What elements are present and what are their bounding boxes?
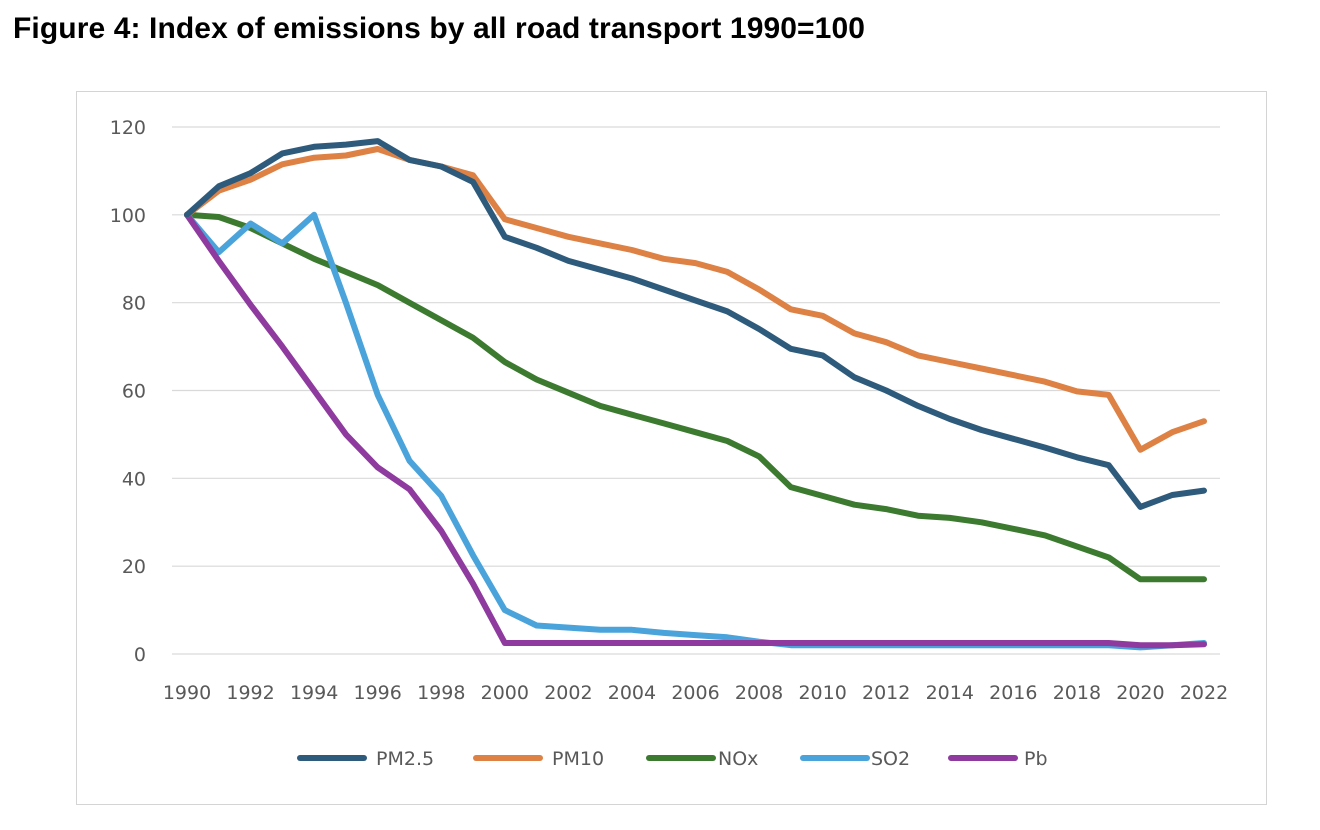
x-tick-label: 1992 (226, 682, 274, 704)
x-tick-label: 2022 (1180, 682, 1228, 704)
x-tick-label: 1990 (163, 682, 211, 704)
x-tick-label: 2014 (926, 682, 974, 704)
x-tick-label: 2002 (544, 682, 592, 704)
x-tick-label: 2004 (608, 682, 656, 704)
legend-label-nox: NOx (718, 748, 758, 770)
y-axis-ticks: 0 20 40 60 80 100 120 (110, 117, 146, 666)
series-line-pb (184, 211, 1207, 649)
gridlines (172, 126, 1220, 655)
y-tick-label: 0 (134, 644, 146, 666)
legend-label-pb: Pb (1024, 748, 1048, 770)
x-tick-label: 1994 (290, 682, 338, 704)
x-axis-ticks: 1990 1992 1994 1996 1998 2000 2002 2004 2006 2008… (163, 682, 1228, 704)
x-tick-label: 2016 (989, 682, 1037, 704)
y-tick-label: 60 (122, 381, 146, 403)
series-line-pm25 (184, 138, 1207, 510)
x-tick-label: 2006 (671, 682, 719, 704)
legend-label-pm10: PM10 (552, 748, 604, 770)
x-tick-label: 2010 (798, 682, 846, 704)
legend-label-so2: SO2 (871, 748, 910, 770)
x-tick-label: 1996 (354, 682, 402, 704)
series-lines (184, 138, 1207, 651)
y-tick-label: 40 (122, 468, 146, 490)
x-tick-label: 2012 (862, 682, 910, 704)
x-tick-label: 2000 (481, 682, 529, 704)
y-tick-label: 20 (122, 556, 146, 578)
y-tick-label: 120 (110, 117, 146, 139)
x-tick-label: 1998 (417, 682, 465, 704)
legend: PM2.5 PM10 NOx SO2 Pb (297, 748, 1048, 770)
y-tick-label: 80 (122, 293, 146, 315)
series-line-nox (184, 211, 1207, 583)
legend-label-pm25: PM2.5 (376, 748, 434, 770)
chart-frame (76, 91, 1267, 805)
figure-title: Figure 4: Index of emissions by all road… (13, 12, 866, 45)
x-tick-label: 2008 (735, 682, 783, 704)
x-tick-label: 2020 (1116, 682, 1164, 704)
series-line-pm10 (184, 146, 1207, 453)
x-tick-label: 2018 (1053, 682, 1101, 704)
y-tick-label: 100 (110, 205, 146, 227)
